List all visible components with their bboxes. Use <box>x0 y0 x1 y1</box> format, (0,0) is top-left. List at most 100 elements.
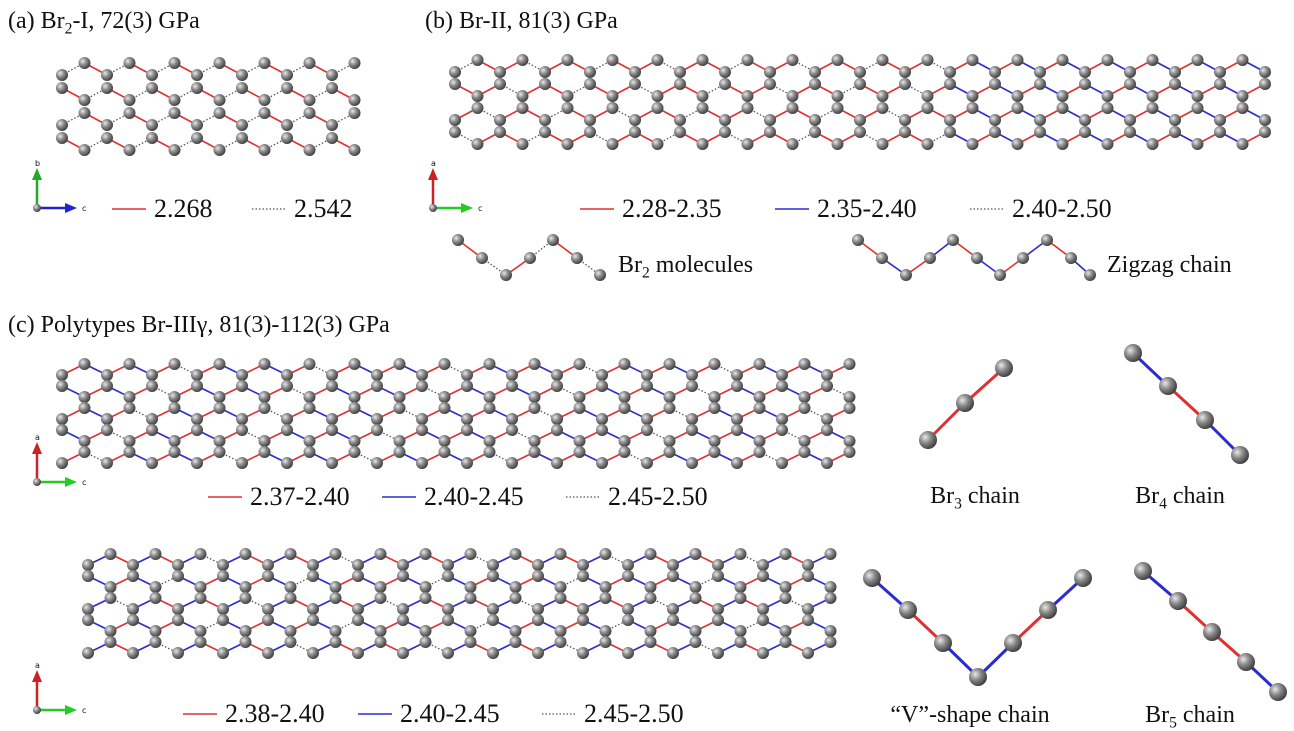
atom <box>240 625 252 637</box>
atom <box>500 269 512 281</box>
atom <box>629 78 641 90</box>
label-text: Br <box>618 252 642 278</box>
atom <box>1057 138 1069 150</box>
label: 2.45-2.50 <box>584 699 684 728</box>
atom <box>1074 569 1092 587</box>
atom <box>262 603 274 615</box>
atom <box>555 548 567 560</box>
label-text: Br <box>1135 483 1159 509</box>
atom <box>577 614 589 626</box>
atom <box>195 625 207 637</box>
atom <box>465 636 477 648</box>
atom <box>349 446 361 458</box>
atom <box>461 413 473 425</box>
atom <box>439 358 451 370</box>
atom <box>56 424 68 436</box>
atom <box>989 114 1001 126</box>
atom <box>555 581 567 593</box>
atom <box>731 413 743 425</box>
atom <box>899 78 911 90</box>
label-text: chain <box>1167 483 1225 509</box>
label: 2.268 <box>154 194 213 223</box>
label: Br4 chain <box>1135 483 1225 512</box>
atom <box>449 66 461 78</box>
atom <box>307 570 319 582</box>
atom <box>596 369 608 381</box>
atom <box>539 78 551 90</box>
atom <box>259 435 271 447</box>
atom <box>397 570 409 582</box>
atom <box>371 369 383 381</box>
atom <box>574 358 586 370</box>
atom <box>304 391 316 403</box>
atom <box>285 636 297 648</box>
atom <box>551 380 563 392</box>
atom <box>420 636 432 648</box>
atom <box>195 581 207 593</box>
atom <box>555 592 567 604</box>
atom <box>416 380 428 392</box>
atom <box>764 126 776 138</box>
atom <box>127 647 139 659</box>
label: (a) Br2-I, 72(3) GPa <box>8 8 200 37</box>
atom <box>506 424 518 436</box>
label-subscript: 2 <box>642 264 650 281</box>
atom <box>236 380 248 392</box>
atom <box>1196 411 1214 429</box>
atom <box>510 592 522 604</box>
atom <box>349 94 361 106</box>
atom <box>304 94 316 106</box>
atom <box>652 138 664 150</box>
atom <box>667 614 679 626</box>
atom <box>780 625 792 637</box>
atom <box>79 358 91 370</box>
atom <box>326 380 338 392</box>
atom <box>757 570 769 582</box>
atom <box>967 138 979 150</box>
atom <box>461 380 473 392</box>
atom <box>352 614 364 626</box>
atom <box>326 457 338 469</box>
atom <box>439 402 451 414</box>
atom <box>326 369 338 381</box>
atom <box>731 369 743 381</box>
atom <box>82 570 94 582</box>
atom <box>416 369 428 381</box>
atom <box>56 457 68 469</box>
atom <box>349 391 361 403</box>
atom <box>214 144 226 156</box>
atom <box>1124 78 1136 90</box>
atom <box>709 402 721 414</box>
atom <box>375 592 387 604</box>
axis-label: a <box>35 433 40 442</box>
atom <box>967 90 979 102</box>
atom <box>947 234 959 246</box>
atom <box>1041 234 1053 246</box>
label-text: Br <box>930 483 954 509</box>
atom <box>844 391 856 403</box>
atom <box>731 380 743 392</box>
atom <box>971 252 983 264</box>
atom <box>330 636 342 648</box>
atom <box>394 446 406 458</box>
background <box>0 0 1294 731</box>
atom <box>776 424 788 436</box>
atom <box>371 413 383 425</box>
atom <box>802 570 814 582</box>
atom <box>844 446 856 458</box>
atom <box>56 369 68 381</box>
atom <box>1124 114 1136 126</box>
atom <box>764 78 776 90</box>
axis-label: c <box>82 478 86 487</box>
atom <box>506 457 518 469</box>
axis-label: a <box>35 661 40 670</box>
atom <box>664 402 676 414</box>
atom <box>146 69 158 81</box>
atom <box>330 581 342 593</box>
atom <box>607 54 619 66</box>
axis-label: b <box>35 159 40 168</box>
atom <box>439 446 451 458</box>
atom <box>712 647 724 659</box>
atom <box>304 446 316 458</box>
atom <box>124 144 136 156</box>
